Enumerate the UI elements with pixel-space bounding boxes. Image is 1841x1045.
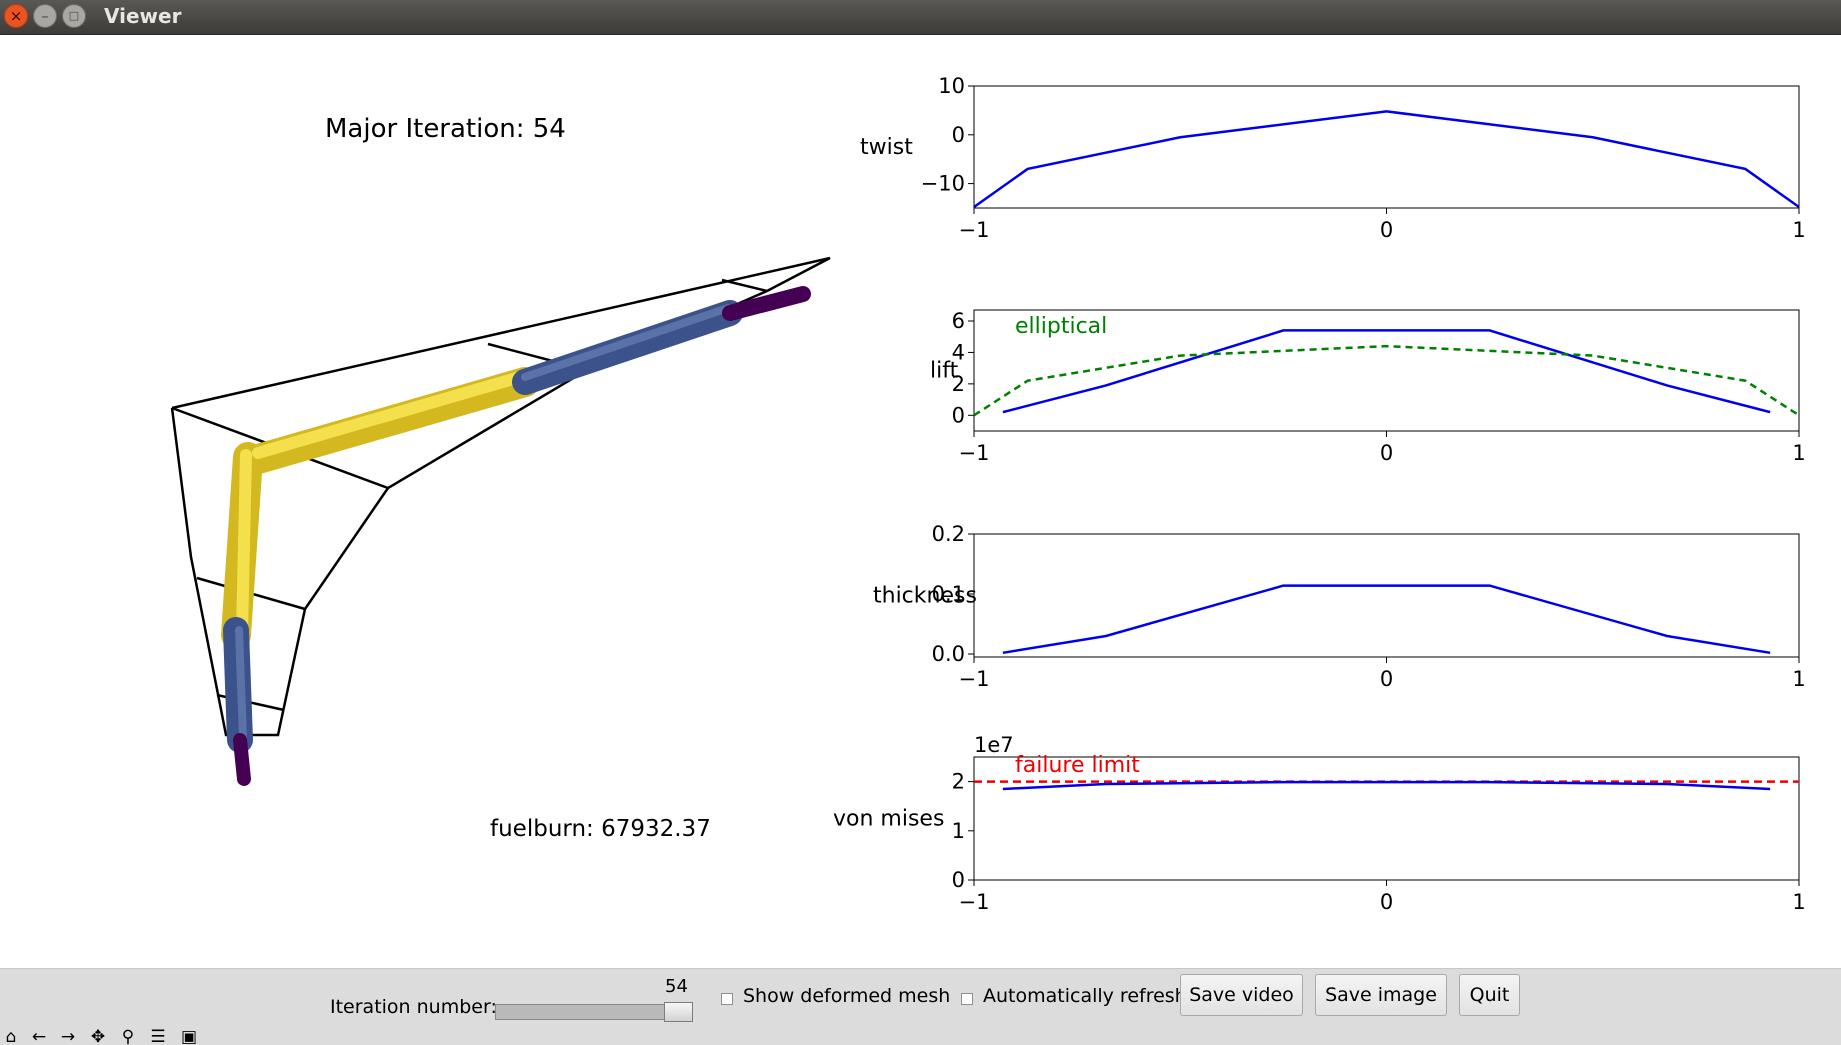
chart-0 (968, 85, 1800, 214)
plot-toolbar: ⌂ ← → ✥ ⚲ ☰ ▣ (0, 1029, 210, 1045)
home-icon[interactable]: ⌂ (5, 1029, 17, 1045)
y-tick-label: 0.0 (932, 642, 965, 666)
series-line (1002, 584, 1771, 655)
chart-2 (968, 533, 1800, 663)
x-tick-label: −1 (959, 667, 990, 691)
back-arrow-icon[interactable]: ← (31, 1029, 47, 1045)
major-iteration-label: Major Iteration: 54 (325, 114, 566, 144)
save-icon[interactable]: ▣ (180, 1029, 198, 1045)
plot-frame (973, 85, 1800, 209)
zoom-icon[interactable]: ⚲ (121, 1029, 135, 1045)
x-tick-label: 0 (1380, 441, 1393, 465)
elliptical-annotation: elliptical (1015, 314, 1107, 339)
auto-refresh-checkbox[interactable] (961, 993, 973, 1005)
y-tick-label: 0 (952, 403, 965, 427)
series-line (1002, 329, 1771, 414)
y-tick-label: 2 (952, 372, 965, 396)
minimize-window-button[interactable]: – (33, 4, 57, 28)
save-image-button[interactable]: Save image (1315, 974, 1447, 1016)
x-tick-label: 1 (1792, 890, 1805, 914)
x-tick-label: 1 (1792, 441, 1805, 465)
maximize-window-button[interactable]: □ (62, 4, 86, 28)
series-line (1002, 780, 1771, 791)
window-titlebar[interactable]: × – □ Viewer (0, 0, 1841, 35)
control-bar: Iteration number: 54 Show deformed mesh … (0, 968, 1841, 1045)
failure-limit-annotation: failure limit (1015, 753, 1140, 778)
x-tick-label: 0 (1380, 218, 1393, 242)
iteration-number-label: Iteration number: (330, 996, 497, 1018)
x-tick-label: 1 (1792, 218, 1805, 242)
elliptical-series-line (973, 344, 1800, 417)
x-tick-label: −1 (959, 441, 990, 465)
x-tick-label: −1 (959, 218, 990, 242)
auto-refresh-label: Automatically refresh (983, 985, 1187, 1007)
y-tick-label: 6 (952, 309, 965, 333)
y-axis-label: von mises (833, 807, 944, 832)
iteration-value: 54 (665, 976, 688, 997)
wing-spar (221, 286, 811, 786)
y-tick-label: 10 (938, 74, 965, 98)
x-tick-label: 1 (1792, 667, 1805, 691)
quit-button[interactable]: Quit (1459, 974, 1520, 1016)
save-video-button[interactable]: Save video (1180, 974, 1303, 1016)
series-line (973, 110, 1800, 209)
y-tick-label: 1 (952, 819, 965, 843)
show-deformed-mesh-label: Show deformed mesh (743, 985, 951, 1007)
y-tick-label: −10 (921, 172, 965, 196)
fuelburn-label: fuelburn: 67932.37 (490, 816, 711, 842)
y-tick-label: 2 (952, 770, 965, 794)
configure-subplots-icon[interactable]: ☰ (150, 1029, 166, 1045)
chart-1 (968, 309, 1800, 437)
y-axis-label: lift (930, 359, 959, 384)
y-axis-label: twist (860, 135, 913, 160)
y-tick-label: 4 (952, 340, 965, 364)
x-tick-label: −1 (959, 890, 990, 914)
forward-arrow-icon[interactable]: → (60, 1029, 76, 1045)
y-tick-label: 0.2 (932, 522, 965, 546)
x-tick-label: 0 (1380, 667, 1393, 691)
x-tick-label: 0 (1380, 890, 1393, 914)
wing-3d-view[interactable] (0, 35, 840, 968)
axis-offset-text: 1e7 (974, 733, 1014, 757)
iteration-slider-handle[interactable] (664, 1002, 693, 1022)
y-axis-label: thickness (873, 584, 977, 609)
y-tick-label: 0 (952, 868, 965, 892)
chart-3 (968, 756, 1800, 886)
y-tick-label: 0.1 (932, 582, 965, 606)
pan-icon[interactable]: ✥ (90, 1029, 106, 1045)
window-title: Viewer (104, 4, 182, 28)
figure-canvas: Major Iteration: 54 fuelburn: 67932.37 −… (0, 35, 1841, 968)
y-tick-label: 0 (952, 123, 965, 147)
show-deformed-mesh-checkbox[interactable] (721, 993, 733, 1005)
close-window-button[interactable]: × (4, 4, 28, 28)
